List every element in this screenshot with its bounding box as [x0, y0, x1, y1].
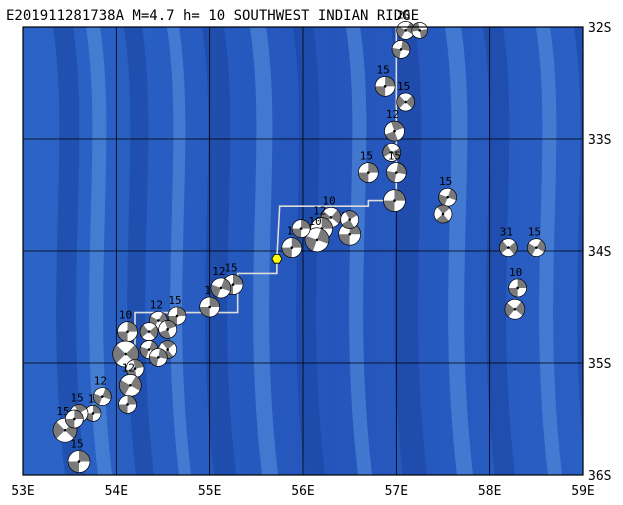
latitude-label: 32S	[588, 21, 611, 36]
bathymetry-ridge	[445, 27, 473, 475]
longitude-labels: 53E 54E 55E 56E 57E 58E 59E	[11, 484, 594, 499]
focal-mechanism[interactable]	[374, 76, 396, 97]
focal-mechanism[interactable]	[379, 140, 404, 165]
focal-mechanism[interactable]	[281, 237, 303, 258]
focal-mechanism[interactable]	[430, 201, 455, 226]
depth-label: 12	[122, 361, 135, 374]
depth-label: 15	[388, 150, 401, 163]
bathymetry-ridge	[346, 27, 372, 475]
focal-mechanism[interactable]	[91, 385, 114, 408]
depth-label: 12	[94, 375, 107, 388]
focal-mechanism[interactable]	[136, 319, 161, 344]
latitude-label: 34S	[588, 245, 611, 260]
focal-mechanism[interactable]	[337, 207, 362, 232]
focal-mechanism[interactable]	[84, 405, 102, 422]
depth-label: 15	[528, 226, 541, 239]
longitude-label: 56E	[291, 484, 314, 499]
focal-mechanism[interactable]	[410, 21, 429, 40]
bathymetry-ridge	[391, 27, 427, 475]
latitude-label: 36S	[588, 469, 611, 484]
depth-label: 10	[308, 215, 321, 228]
depth-label: 15	[397, 80, 410, 93]
focal-mechanism[interactable]	[291, 219, 311, 238]
depth-label: 20	[397, 8, 410, 21]
bathymetry-ridge	[124, 27, 154, 475]
depth-label: 15	[168, 294, 181, 307]
longitude-label: 54E	[105, 484, 128, 499]
depth-label: 1	[204, 284, 211, 297]
depth-label: 15	[70, 438, 83, 451]
focal-mechanism[interactable]	[302, 224, 333, 255]
depth-label: 10	[322, 194, 335, 207]
bathymetry-ridge	[536, 27, 562, 475]
bathymetry-ridge	[53, 27, 85, 475]
focal-mechanism[interactable]	[436, 186, 459, 209]
focal-mechanism[interactable]	[148, 347, 169, 368]
depth-label: 1	[88, 392, 95, 405]
longitude-label: 57E	[385, 484, 408, 499]
depth-label: 15	[377, 63, 390, 76]
depth-label: 12	[313, 205, 326, 218]
map-title: E201911281738A M=4.7 h= 10 SOUTHWEST IND…	[6, 8, 419, 24]
focal-mechanism[interactable]	[208, 275, 234, 301]
focal-mechanism[interactable]	[496, 235, 521, 260]
focal-mechanism[interactable]	[115, 370, 145, 400]
focal-mechanism[interactable]	[199, 296, 221, 318]
depth-label: 31	[500, 226, 513, 239]
depth-label: 12	[150, 298, 163, 311]
focal-mechanism[interactable]	[67, 450, 91, 473]
focal-mechanism[interactable]	[391, 39, 412, 60]
focal-mechanism[interactable]	[383, 189, 406, 212]
focal-mechanism[interactable]	[393, 89, 418, 114]
focal-mechanism[interactable]	[64, 409, 84, 429]
focal-mechanism[interactable]	[382, 118, 408, 144]
latitude-label: 33S	[588, 133, 611, 148]
latitude-labels: 32S 33S 34S 35S 36S	[588, 21, 611, 484]
depth-label: 15	[439, 175, 452, 188]
bathymetry-ridge	[250, 27, 278, 475]
depth-label: 12	[386, 108, 399, 121]
depth-label: 15	[224, 262, 237, 275]
bathymetry-ridge	[202, 27, 236, 475]
map-frame	[22, 26, 584, 476]
focal-mechanism[interactable]	[357, 162, 379, 183]
longitude-label: 59E	[571, 484, 594, 499]
focal-mechanism[interactable]	[118, 395, 137, 414]
focal-mechanism[interactable]	[508, 278, 528, 298]
depth-label: 10	[509, 266, 522, 279]
focal-mechanism[interactable]	[167, 306, 187, 326]
plate-boundary-line	[116, 27, 398, 364]
longitude-label: 58E	[478, 484, 501, 499]
focal-mechanisms-layer: 2015151215151015121011531151015121151210…	[52, 8, 549, 473]
focal-mechanism[interactable]	[524, 235, 549, 260]
focal-mechanism[interactable]	[501, 295, 529, 323]
focal-mechanism[interactable]	[385, 161, 408, 184]
longitude-label: 55E	[198, 484, 221, 499]
depth-label: 12	[212, 265, 225, 278]
depth-label: 15	[70, 391, 83, 404]
bathymetry-ridge	[167, 27, 191, 475]
epicenter-hexagon-icon[interactable]	[271, 254, 283, 264]
focal-mechanism[interactable]	[117, 321, 138, 342]
depth-label: 1	[286, 225, 293, 238]
depth-label: 15	[360, 150, 373, 163]
depth-label: 10	[119, 309, 132, 322]
longitude-label: 53E	[11, 484, 34, 499]
focal-mechanism[interactable]	[156, 318, 179, 341]
bathymetry-ridge	[483, 27, 515, 475]
latitude-label: 35S	[588, 357, 611, 372]
